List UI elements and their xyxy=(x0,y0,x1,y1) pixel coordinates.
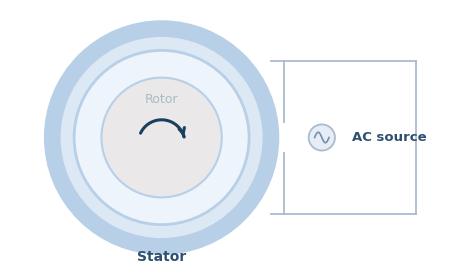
Ellipse shape xyxy=(309,124,335,151)
Text: AC source: AC source xyxy=(353,131,427,144)
Ellipse shape xyxy=(52,29,271,246)
Text: Rotor: Rotor xyxy=(145,93,178,106)
Ellipse shape xyxy=(74,50,249,225)
Text: Stator: Stator xyxy=(137,250,186,264)
Ellipse shape xyxy=(101,78,222,197)
